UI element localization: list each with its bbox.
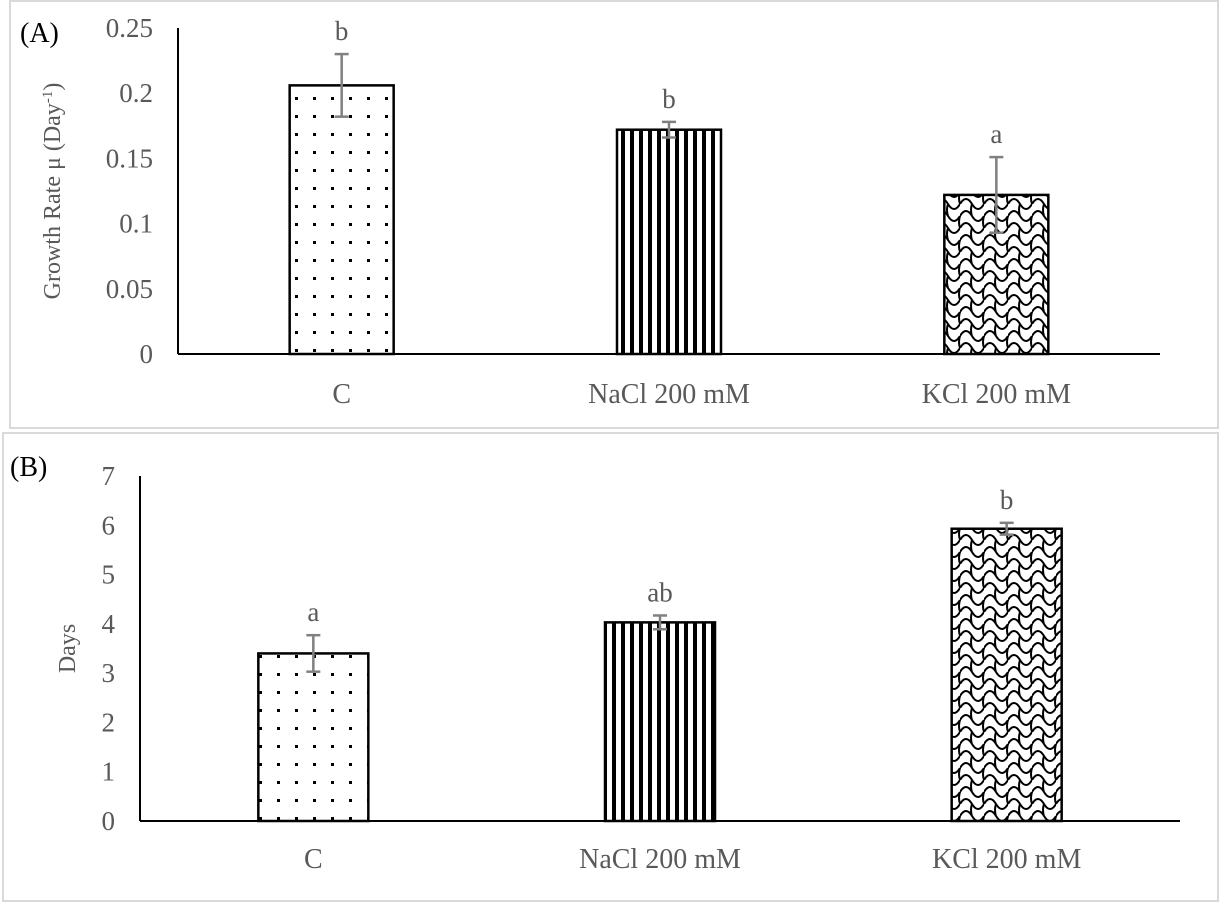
x-tick-label: KCl 200 mM — [932, 844, 1081, 875]
bar-kcl-200-mm — [943, 193, 1050, 356]
error-bar — [989, 155, 1004, 234]
panel-a: (A) 0 0.05 0.1 0.15 0.2 0.25 Growth Rate μ (Da… — [0, 0, 1223, 432]
x-tick-label: C — [304, 844, 323, 875]
bar-kcl-200-mm — [950, 527, 1063, 823]
error-bar — [306, 633, 321, 673]
significance-letter: b — [662, 84, 676, 114]
y-tick-label: 4 — [102, 609, 116, 639]
error-bar — [662, 120, 676, 139]
y-tick-label: 0.25 — [106, 13, 153, 43]
y-tick-label: 3 — [102, 658, 116, 688]
significance-letter: ab — [647, 577, 672, 607]
significance-letter: b — [1000, 485, 1014, 515]
chart-a-frame — [9, 0, 1219, 429]
y-tick-label: 0 — [140, 339, 154, 369]
chart-b-panel-label: (B) — [10, 452, 47, 483]
y-axis-label-superscript: -1 — [40, 91, 56, 104]
y-tick-label: 0 — [102, 806, 116, 836]
bar-nacl-200-mm — [615, 128, 723, 356]
chart-b-plot: 0 1 2 3 4 5 6 7 Days a Cab NaCl 200 mM b KCl 200 mM — [55, 461, 1180, 875]
error-bar — [334, 52, 349, 118]
y-tick-label: 0.2 — [119, 78, 153, 108]
bar-nacl-200-mm — [603, 621, 717, 823]
y-tick-label: 0.1 — [119, 209, 153, 239]
y-tick-label: 0.15 — [106, 143, 153, 173]
y-axis-label: Days — [55, 624, 81, 673]
y-tick-label: 2 — [102, 707, 116, 737]
x-tick-label: C — [332, 379, 351, 410]
significance-letter: a — [990, 119, 1002, 149]
y-tick-label: 0.05 — [106, 274, 153, 304]
x-tick-label: NaCl 200 mM — [579, 844, 741, 875]
y-tick-label: 6 — [102, 510, 116, 540]
x-tick-label: KCl 200 mM — [922, 379, 1071, 410]
bar-c — [288, 84, 395, 356]
error-bar — [999, 521, 1014, 536]
y-tick-label: 5 — [102, 560, 116, 590]
y-tick-label: 7 — [102, 461, 116, 491]
y-tick-label: 1 — [102, 757, 116, 787]
chart-b-frame — [2, 432, 1219, 902]
significance-letter: b — [335, 16, 349, 46]
chart-a-plot: 0 0.05 0.1 0.15 0.2 0.25 Growth Rate μ (Day-1)… — [40, 13, 1160, 410]
chart-a: (A) 0 0.05 0.1 0.15 0.2 0.25 Growth Rate μ (Da… — [9, 0, 1219, 429]
chart-a-panel-label: (A) — [20, 18, 59, 49]
error-bar — [653, 614, 667, 631]
y-axis-label: Growth Rate μ (Day-1) — [40, 83, 66, 300]
x-tick-label: NaCl 200 mM — [588, 379, 750, 410]
chart-b: (B) 0 1 2 3 4 5 6 7 Days a Cab NaCl 200 mM b KCl 200 … — [2, 432, 1219, 902]
y-axis-label-text: Days — [55, 624, 81, 673]
y-axis-label-suffix: ) — [40, 83, 66, 91]
bar-c — [257, 652, 370, 823]
significance-letter: a — [307, 597, 319, 627]
y-axis-label-text: Growth Rate μ (Day — [40, 103, 66, 299]
